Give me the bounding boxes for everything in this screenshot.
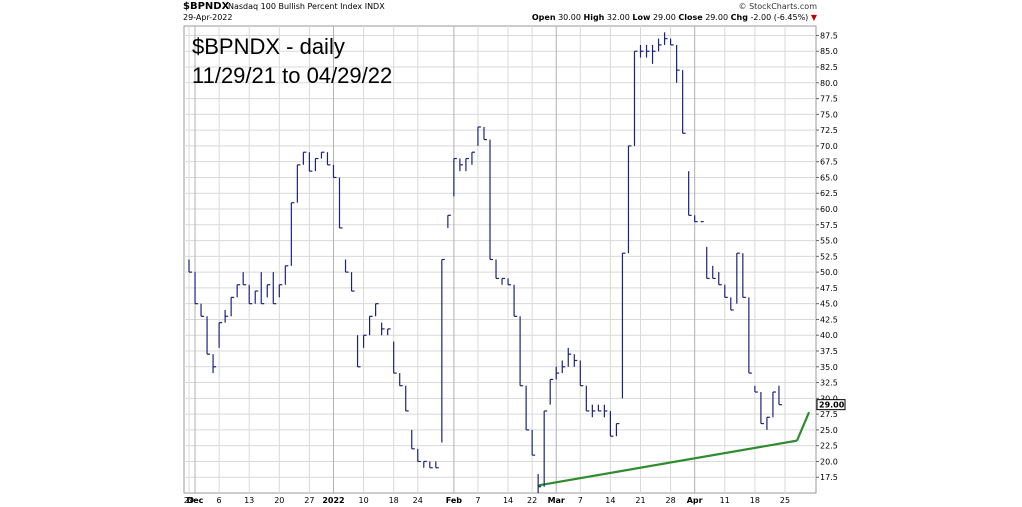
x-tick-label: 27 xyxy=(304,496,314,505)
exchange-text: INDX xyxy=(364,2,385,11)
y-tick-label: 32.5 xyxy=(820,379,838,388)
low-value: 29.00 xyxy=(652,13,676,22)
high-label: High xyxy=(583,13,605,22)
index-description: Nasdaq 100 Bullish Percent Index INDX xyxy=(228,2,385,11)
y-tick-label: 72.5 xyxy=(820,126,838,135)
annotation-line-1: $BPNDX - daily xyxy=(192,34,345,59)
x-tick-label: 14 xyxy=(503,496,513,505)
chart-annotation: $BPNDX - daily 11/29/21 to 04/29/22 xyxy=(192,32,392,90)
x-tick-label: Dec xyxy=(187,496,204,505)
y-tick-label: 30.0 xyxy=(820,394,838,403)
y-tick-label: 37.5 xyxy=(820,347,838,356)
x-tick-label: 18 xyxy=(389,496,399,505)
annotation-line-2: 11/29/21 to 04/29/22 xyxy=(192,63,393,88)
x-tick-label: 7 xyxy=(578,496,583,505)
trendline-extension-segment xyxy=(796,411,811,442)
chg-label: Chg xyxy=(730,13,748,22)
x-tick-label: 24 xyxy=(413,496,423,505)
x-tick-label: 11 xyxy=(720,496,730,505)
y-tick-label: 70.0 xyxy=(820,142,838,151)
y-tick-label: 40.0 xyxy=(820,331,838,340)
close-value: 29.00 xyxy=(705,13,729,22)
y-tick-label: 47.5 xyxy=(820,284,838,293)
last-value-badge-box xyxy=(816,399,846,411)
y-tick-label: 77.5 xyxy=(820,95,838,104)
x-tick-label: 22 xyxy=(527,496,537,505)
y-tick-label: 17.5 xyxy=(820,473,838,482)
x-tick-label: 18 xyxy=(750,496,760,505)
x-tick-label: Apr xyxy=(687,496,703,505)
x-tick-label: 21 xyxy=(635,496,645,505)
y-tick-label: 85.0 xyxy=(820,47,838,56)
low-label: Low xyxy=(632,13,651,22)
x-tick-label: 29 xyxy=(184,496,194,505)
y-tick-label: 67.5 xyxy=(820,158,838,167)
x-tick-label: 6 xyxy=(217,496,222,505)
y-tick-label: 25.0 xyxy=(820,426,838,435)
plot-frame xyxy=(183,25,817,494)
x-tick-label: 10 xyxy=(358,496,368,505)
y-tick-label: 57.5 xyxy=(820,221,838,230)
last-value-badge: 29.00 xyxy=(816,399,846,411)
y-tick-label: 27.5 xyxy=(820,410,838,419)
support-trendline-segment xyxy=(537,439,798,487)
high-value: 32.00 xyxy=(606,13,630,22)
grid-lines xyxy=(184,26,816,493)
y-tick-label: 87.5 xyxy=(820,31,838,40)
last-value-label: 29.00 xyxy=(819,401,845,410)
x-tick-label: 7 xyxy=(475,496,480,505)
y-tick-label: 75.0 xyxy=(820,110,838,119)
open-label: Open xyxy=(531,13,556,22)
y-tick-label: 55.0 xyxy=(820,237,838,246)
chg-value: -2.00 (-6.45%) xyxy=(750,13,809,22)
y-tick-label: 65.0 xyxy=(820,173,838,182)
ticker-symbol: $BPNDX xyxy=(183,1,230,12)
x-tick-label: 20 xyxy=(274,496,284,505)
open-value: 30.00 xyxy=(558,13,581,22)
price-bars xyxy=(188,32,782,493)
x-tick-label: 28 xyxy=(666,496,676,505)
description-text: Nasdaq 100 Bullish Percent Index xyxy=(228,2,363,11)
y-tick-label: 35.0 xyxy=(820,363,838,372)
y-tick-label: 82.5 xyxy=(820,63,838,72)
y-tick-label: 42.5 xyxy=(820,315,838,324)
y-tick-label: 45.0 xyxy=(820,300,838,309)
y-tick-label: 52.5 xyxy=(820,252,838,261)
y-tick-label: 62.5 xyxy=(820,189,838,198)
y-tick-label: 22.5 xyxy=(820,442,838,451)
y-tick-label: 20.0 xyxy=(820,457,838,466)
y-tick-label: 50.0 xyxy=(820,268,838,277)
y-tick-label: 80.0 xyxy=(820,79,838,88)
close-label: Close xyxy=(678,13,703,22)
x-tick-label: 25 xyxy=(780,496,790,505)
x-tick-label: 13 xyxy=(244,496,254,505)
y-axis: 17.5 20.0 22.5 25.0 27.5 30.0 32.5 35.0 37.5 40.0… xyxy=(816,31,838,482)
x-tick-label: Feb xyxy=(446,496,463,505)
x-tick-label: 2022 xyxy=(322,496,344,505)
chart-date: 29-Apr-2022 xyxy=(183,13,233,22)
x-tick-label: Mar xyxy=(548,496,565,505)
ohlc-readout: Open 30.00 High 32.00 Low 29.00 Close 29… xyxy=(532,13,817,22)
down-arrow-icon: ▼ xyxy=(810,13,817,22)
support-trendline xyxy=(537,411,811,487)
x-tick-label: 14 xyxy=(605,496,615,505)
y-tick-label: 60.0 xyxy=(820,205,838,214)
stockcharts-credit: © StockCharts.com xyxy=(738,2,817,11)
